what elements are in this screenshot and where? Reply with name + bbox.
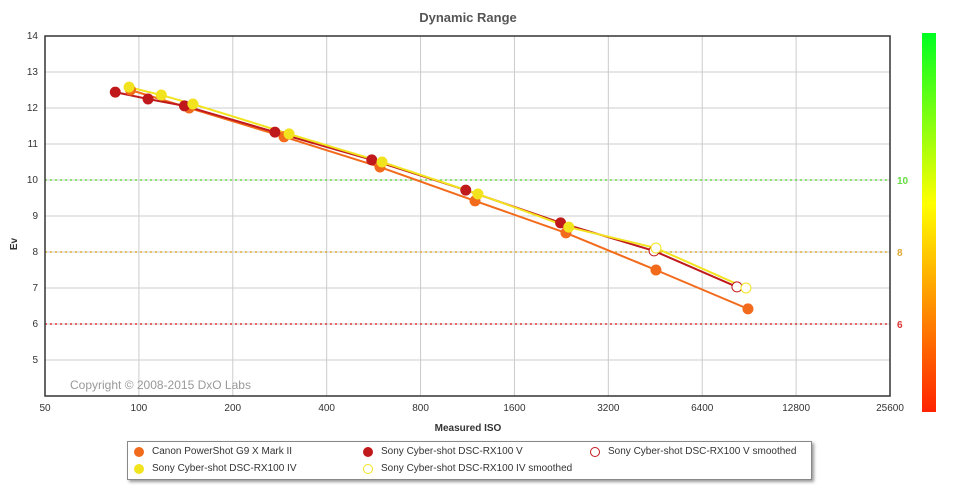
legend-label: Sony Cyber-shot DSC-RX100 IV smoothed (381, 463, 573, 474)
data-point (155, 89, 167, 101)
plot-area (44, 35, 891, 397)
x-tick-label: 6400 (691, 403, 714, 414)
x-tick-label: 800 (412, 403, 429, 414)
y-tick-label: 11 (28, 139, 39, 150)
data-point (283, 128, 295, 140)
legend-item[interactable]: Sony Cyber-shot DSC-RX100 V (363, 446, 523, 457)
legend-label: Canon PowerShot G9 X Mark II (152, 446, 293, 457)
y-tick-label: 12 (27, 103, 39, 114)
chart-title: Dynamic Range (419, 10, 517, 25)
legend-marker (363, 446, 373, 457)
y-tick-label: 8 (32, 247, 38, 258)
x-tick-label: 3200 (597, 403, 620, 414)
data-point (376, 156, 388, 168)
data-point (731, 281, 743, 293)
x-tick-label: 400 (318, 403, 335, 414)
x-tick-label: 100 (131, 403, 148, 414)
data-point (563, 221, 575, 233)
legend-marker (363, 463, 373, 474)
reference-label: 8 (897, 248, 903, 259)
y-tick-label: 10 (27, 175, 39, 186)
legend-label: Sony Cyber-shot DSC-RX100 IV (152, 463, 297, 474)
chart-legend: Canon PowerShot G9 X Mark II Sony Cyber-… (127, 441, 812, 480)
data-point (650, 242, 662, 254)
color-scale-bar (922, 33, 936, 412)
legend-item[interactable]: Canon PowerShot G9 X Mark II (134, 446, 292, 457)
x-tick-label: 25600 (876, 403, 904, 414)
y-tick-label: 13 (27, 67, 39, 78)
data-point (142, 93, 154, 105)
legend-label: Sony Cyber-shot DSC-RX100 V smoothed (608, 446, 797, 457)
data-point (650, 264, 662, 276)
legend-item[interactable]: Sony Cyber-shot DSC-RX100 IV (134, 463, 297, 474)
legend-item[interactable]: Sony Cyber-shot DSC-RX100 V smoothed (590, 446, 796, 457)
watermark: Copyright © 2008-2015 DxO Labs (70, 378, 251, 392)
x-tick-label: 12800 (782, 403, 810, 414)
x-tick-label: 50 (39, 403, 51, 414)
x-tick-label: 1600 (503, 403, 526, 414)
series-line (115, 91, 738, 288)
legend-marker (134, 446, 144, 457)
reference-label: 6 (897, 320, 903, 331)
y-tick-label: 9 (32, 211, 38, 222)
data-point (472, 188, 484, 200)
y-tick-label: 7 (32, 283, 38, 294)
data-point (740, 282, 752, 294)
data-point (109, 86, 121, 98)
legend-marker (590, 446, 600, 457)
legend-marker (134, 463, 144, 474)
reference-label: 10 (897, 176, 909, 187)
data-point (366, 154, 378, 166)
data-point (269, 126, 281, 138)
y-tick-label: 6 (32, 319, 38, 330)
x-tick-label: 200 (224, 403, 241, 414)
x-axis-label: Measured ISO (435, 423, 502, 434)
y-axis-label: Ev (9, 237, 20, 250)
y-tick-label: 14 (27, 31, 39, 42)
data-point (460, 184, 472, 196)
legend-label: Sony Cyber-shot DSC-RX100 V (381, 446, 523, 457)
data-point (123, 81, 135, 93)
legend-item[interactable]: Sony Cyber-shot DSC-RX100 IV smoothed (363, 463, 572, 474)
data-point (187, 98, 199, 110)
series-line (130, 89, 749, 310)
data-point (742, 303, 754, 315)
y-tick-label: 5 (32, 355, 38, 366)
